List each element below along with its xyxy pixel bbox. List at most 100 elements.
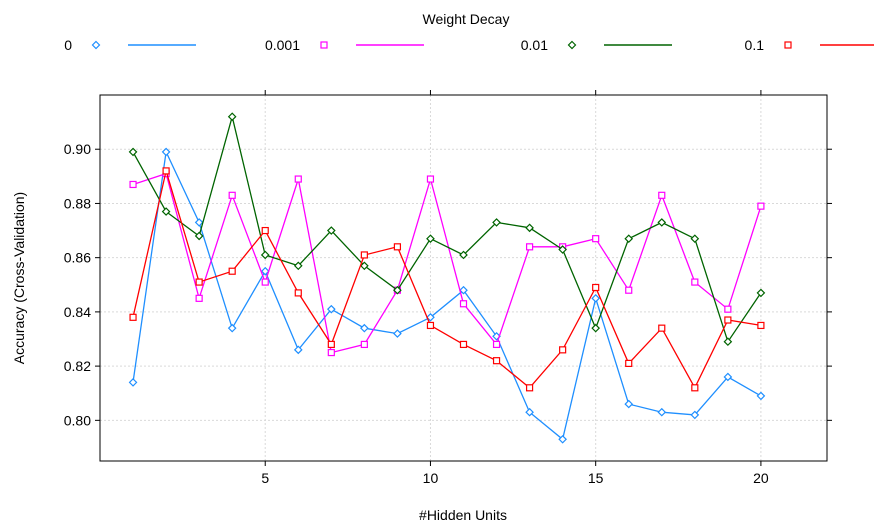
series-line	[132, 168, 762, 390]
series-line	[132, 172, 762, 354]
legend: 0 0.001 0.01 0.1	[64, 37, 874, 53]
data-point	[492, 218, 501, 227]
data-point	[327, 340, 335, 349]
data-point	[724, 316, 732, 324]
y-tick-label: 0.82	[64, 358, 91, 374]
data-point	[194, 218, 204, 227]
data-point	[757, 202, 765, 210]
data-point	[426, 175, 435, 183]
data-point	[293, 261, 303, 271]
data-point	[261, 226, 269, 235]
series-layer	[128, 112, 766, 444]
legend-label: 0.001	[265, 37, 300, 53]
data-point	[426, 234, 435, 244]
x-tick-label: 20	[753, 470, 769, 486]
data-point	[723, 372, 733, 382]
data-point	[525, 384, 534, 392]
data-point	[624, 399, 634, 409]
data-point	[658, 324, 666, 332]
data-point	[426, 312, 435, 322]
data-point	[724, 305, 732, 313]
data-point	[658, 191, 666, 199]
y-axis-label: Accuracy (Cross-Validation)	[11, 192, 27, 364]
data-point	[360, 340, 368, 349]
data-point	[294, 289, 302, 297]
legend-label: 0	[64, 37, 72, 53]
legend-marker	[567, 40, 577, 50]
data-point	[128, 378, 138, 387]
data-point	[360, 251, 368, 259]
data-point	[393, 329, 402, 338]
y-tick-label: 0.80	[64, 412, 91, 428]
x-axis-label: #Hidden Units	[419, 507, 507, 523]
data-point	[625, 359, 633, 367]
data-point	[195, 278, 203, 286]
data-point	[162, 167, 170, 175]
series-line	[132, 116, 762, 344]
data-point	[195, 294, 203, 302]
y-tick-label: 0.84	[64, 304, 91, 320]
y-tick-label: 0.90	[64, 141, 91, 157]
data-point	[459, 250, 468, 260]
legend-item: 0.01	[521, 37, 672, 53]
data-point	[690, 234, 700, 244]
axes: 5 10 15 20 0.80 0.82 0.84 0.86 0.88 0.90	[64, 90, 832, 486]
plot-frame	[99, 94, 828, 462]
data-point	[260, 250, 270, 260]
data-point	[756, 391, 766, 401]
data-point	[228, 267, 236, 275]
data-point	[294, 175, 302, 183]
data-point	[558, 434, 567, 444]
data-point	[227, 323, 237, 333]
data-point	[592, 235, 600, 243]
data-point	[459, 300, 468, 308]
legend-marker	[91, 40, 101, 50]
x-tick-label: 15	[588, 470, 604, 486]
x-tick-label: 10	[423, 470, 439, 486]
series-0.1	[129, 167, 765, 392]
legend-label: 0.1	[745, 37, 765, 53]
data-point	[360, 261, 369, 271]
data-point	[690, 410, 700, 420]
x-tick-label: 5	[261, 470, 269, 486]
data-point	[592, 283, 600, 292]
series-0	[128, 147, 766, 444]
data-point	[591, 293, 601, 303]
data-point	[426, 321, 435, 330]
legend-item: 0.1	[745, 37, 874, 53]
data-point	[691, 278, 699, 286]
data-point	[459, 285, 468, 295]
data-point	[757, 321, 765, 330]
data-point	[326, 304, 336, 314]
series-line	[132, 149, 762, 441]
data-point	[559, 346, 567, 354]
data-point	[723, 337, 733, 347]
legend-item: 0	[64, 37, 196, 53]
data-point	[261, 278, 269, 286]
legend-marker	[784, 41, 792, 49]
legend-label: 0.01	[521, 37, 548, 53]
data-point	[393, 243, 402, 251]
data-point	[128, 147, 138, 157]
data-point	[129, 180, 137, 189]
data-point	[525, 223, 534, 233]
data-point	[326, 226, 336, 235]
data-point	[161, 207, 171, 216]
data-point	[360, 323, 369, 333]
data-point	[227, 112, 237, 122]
data-point	[691, 384, 699, 392]
data-point	[657, 218, 667, 227]
data-point	[327, 348, 335, 357]
legend-item: 0.001	[265, 37, 424, 53]
data-point	[492, 340, 501, 349]
data-point	[194, 231, 204, 241]
data-point	[525, 407, 534, 417]
data-point	[558, 245, 567, 254]
data-point	[260, 266, 270, 276]
data-point	[625, 286, 633, 294]
y-tick-label: 0.88	[64, 195, 91, 211]
data-point	[129, 313, 137, 321]
data-point	[624, 234, 634, 244]
data-point	[459, 340, 468, 349]
